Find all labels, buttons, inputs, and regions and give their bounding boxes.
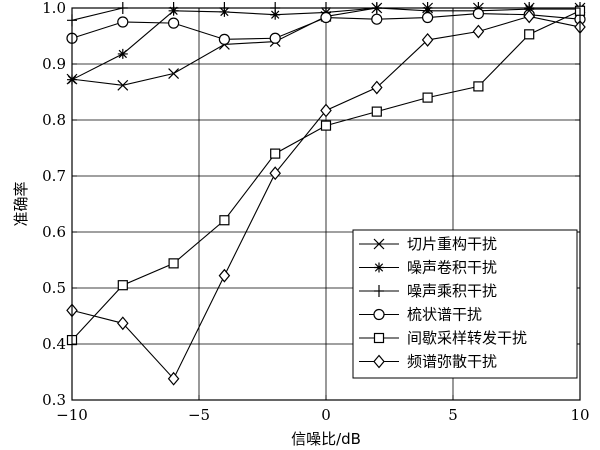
- legend-item: 频谱弥散干扰: [359, 353, 497, 371]
- marker-circle: [168, 17, 180, 29]
- marker-diamond: [523, 9, 535, 24]
- marker-circle: [269, 32, 281, 44]
- marker-plus: [374, 285, 384, 297]
- marker-square: [168, 258, 179, 269]
- marker-square: [422, 92, 433, 103]
- y-tick-label: 0.5: [42, 279, 66, 297]
- marker-diamond: [117, 316, 129, 331]
- marker-diamond: [269, 166, 281, 181]
- marker-circle: [117, 16, 129, 28]
- marker-square: [117, 280, 128, 291]
- x-tick-label: 10: [570, 406, 589, 424]
- legend-label: 梳状谱干扰: [407, 306, 482, 324]
- y-axis-title: 准确率: [12, 181, 30, 226]
- marker-circle: [472, 8, 484, 20]
- marker-x: [168, 68, 180, 79]
- y-tick-label: 1.0: [42, 0, 66, 17]
- y-tick-label: 0.9: [42, 55, 66, 73]
- marker-square: [219, 215, 230, 226]
- marker-square: [524, 29, 535, 40]
- marker-diamond: [472, 24, 485, 39]
- marker-circle: [218, 33, 230, 45]
- marker-x: [373, 238, 385, 250]
- marker-circle: [371, 13, 383, 25]
- legend-item: 噪声乘积干扰: [359, 282, 497, 300]
- marker-square: [371, 106, 382, 117]
- marker-diamond: [218, 268, 231, 283]
- y-tick-label: 0.8: [42, 111, 66, 129]
- marker-square: [270, 148, 281, 159]
- legend-label: 频谱弥散干扰: [407, 353, 497, 371]
- y-tick-label: 0.7: [42, 167, 66, 185]
- legend-label: 噪声乘积干扰: [407, 282, 497, 300]
- legend-item: 噪声卷积干扰: [359, 259, 497, 277]
- legend-label: 噪声卷积干扰: [407, 259, 497, 277]
- legend-box: [352, 229, 578, 379]
- marker-diamond: [421, 32, 434, 47]
- marker-diamond: [371, 80, 383, 95]
- marker-square: [473, 81, 484, 92]
- marker-square: [320, 120, 332, 131]
- marker-circle: [320, 11, 332, 24]
- marker-asterisk: [270, 9, 281, 20]
- marker-diamond: [373, 354, 385, 369]
- y-tick-label: 0.3: [42, 391, 66, 409]
- legend-label: 切片重构干扰: [407, 235, 497, 253]
- y-tick-label: 0.4: [42, 335, 66, 353]
- marker-diamond: [320, 103, 332, 118]
- marker-diamond: [167, 371, 180, 386]
- y-tick-label: 0.6: [42, 223, 66, 241]
- marker-x: [117, 79, 129, 91]
- marker-circle: [373, 308, 385, 321]
- legend-label: 间歇采样转发干扰: [407, 329, 527, 347]
- x-tick-label: 0: [321, 406, 331, 424]
- legend-item: 间歇采样转发干扰: [359, 329, 527, 347]
- marker-circle: [422, 11, 434, 24]
- marker-asterisk: [117, 48, 128, 59]
- series-diamond: [66, 9, 586, 386]
- x-tick-label: −5: [188, 406, 210, 424]
- marker-asterisk: [374, 262, 384, 273]
- x-tick-label: 5: [448, 406, 458, 424]
- legend-item: 切片重构干扰: [359, 235, 497, 253]
- legend-item: 梳状谱干扰: [359, 306, 482, 324]
- marker-square: [373, 332, 385, 344]
- x-tick-label: −10: [56, 406, 88, 424]
- x-axis-title: 信噪比/dB: [291, 430, 361, 448]
